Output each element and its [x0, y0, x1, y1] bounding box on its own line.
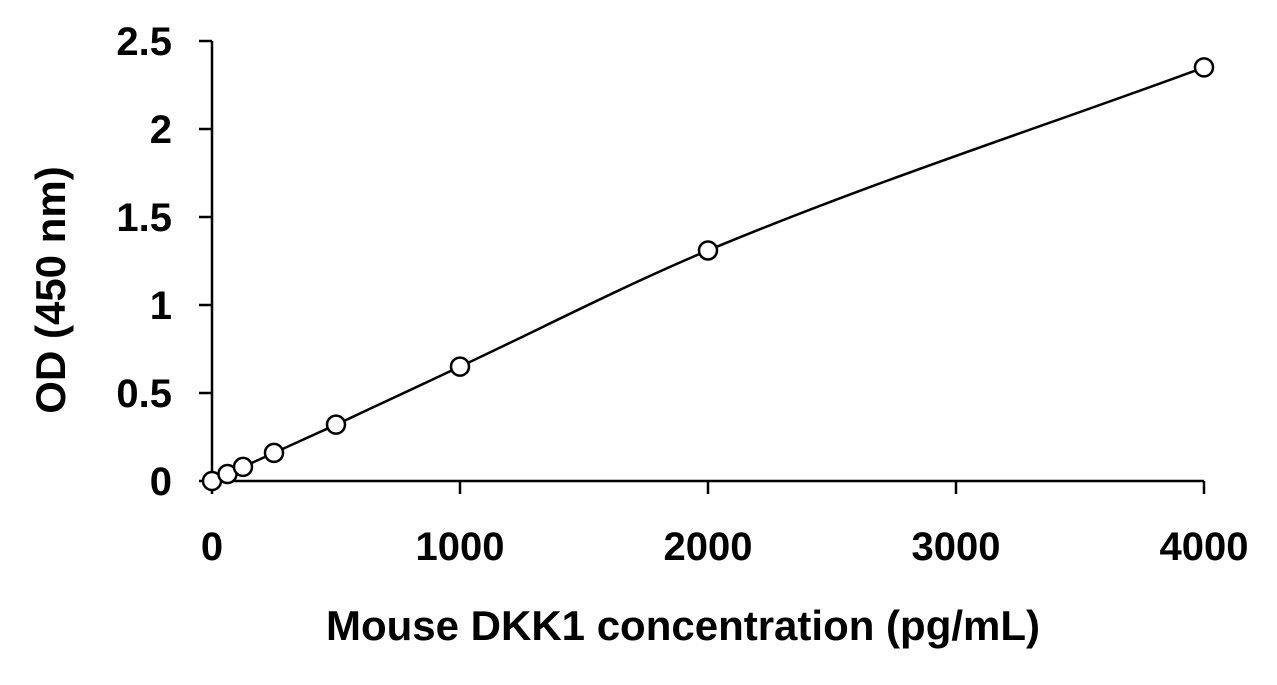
- fit-curve-group: [211, 66, 1205, 483]
- x-tick-label: 0: [201, 525, 223, 569]
- fit-curve: [211, 66, 1205, 483]
- x-tick-label: 1000: [416, 525, 505, 569]
- data-point: [263, 442, 285, 464]
- data-point: [325, 414, 347, 435]
- data-point: [232, 456, 254, 478]
- axes: 0 0.5 1 1.5 2 2.5 0 1000 2000 3000 4000: [116, 20, 1248, 569]
- y-tick-label: 0: [150, 460, 172, 504]
- y-axis-title: OD (450 nm): [27, 166, 74, 413]
- x-tick-label: 4000: [1160, 525, 1249, 569]
- data-points: [201, 57, 1215, 492]
- data-point: [449, 356, 471, 377]
- y-tick-label: 2: [150, 108, 172, 152]
- x-tick-label: 2000: [664, 525, 753, 569]
- y-tick-label: 1.5: [116, 196, 172, 240]
- y-tick-label: 1: [150, 284, 172, 328]
- x-tick-label: 3000: [912, 525, 1001, 569]
- x-axis-title: Mouse DKK1 concentration (pg/mL): [326, 602, 1040, 649]
- y-tick-label: 2.5: [116, 20, 172, 64]
- data-point: [1193, 57, 1215, 78]
- data-point: [697, 240, 719, 261]
- y-tick-label: 0.5: [116, 372, 172, 416]
